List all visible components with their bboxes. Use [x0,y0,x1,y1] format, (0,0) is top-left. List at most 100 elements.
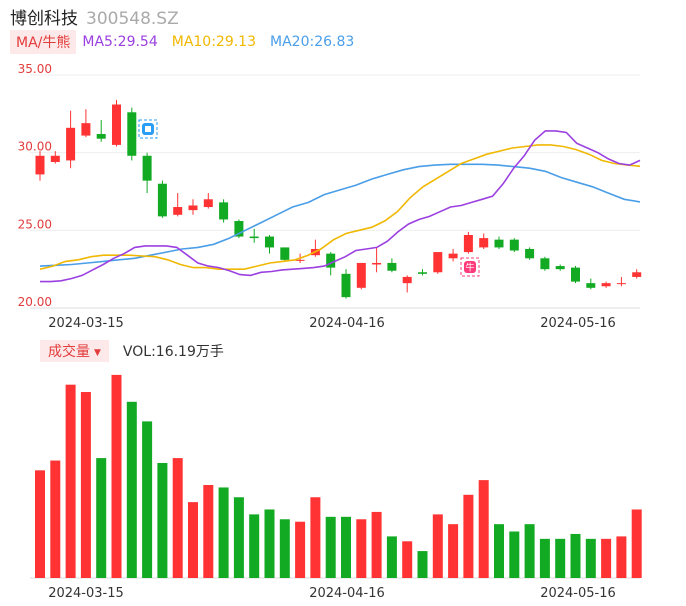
volume-tag-label: 成交量 [48,344,90,360]
ma-indicator-tag[interactable]: MA/牛熊 [10,30,77,54]
candle-up [372,262,382,265]
candle-up [203,199,213,208]
candle-up [601,283,611,287]
candle-down [525,248,535,259]
volume-x-tick-label: 2024-05-16 [540,586,616,601]
candle-down [341,273,351,298]
candle-up [295,259,305,261]
y-tick-label: 25.00 [18,217,52,231]
volume-bar-down [96,458,107,578]
volume-bar-up [356,519,367,578]
candle-up [81,123,91,136]
x-tick-label: 2024-05-16 [540,316,616,331]
volume-bar-up [478,480,489,578]
volume-bar-up [371,511,382,578]
bull-icon-body [464,261,476,273]
ma-legend: MA/牛熊 MA5:29.54 MA10:29.13 MA20:26.83 [10,30,368,54]
volume-bar-up [111,374,122,578]
bear-icon-glyph [145,126,151,132]
candle-up [448,253,458,259]
candle-up [188,205,198,211]
candle-down [142,155,152,181]
volume-bar-up [80,392,91,578]
volume-value: VOL:16.19万手 [122,344,224,360]
bull-icon-frame [460,257,480,277]
ma5-legend: MA5:29.54 [82,34,158,50]
candle-down [540,258,550,270]
volume-bar-up [295,521,306,578]
candle-down [265,236,274,248]
bear-icon-frame [138,119,158,139]
candle-up [433,252,443,273]
candle-up [50,155,60,162]
candle-down [418,272,427,274]
volume-bar-up [631,509,642,578]
x-tick-label: 2024-03-15 [48,316,124,331]
volume-x-tick-label: 2024-03-15 [48,586,124,601]
candle-down [249,236,259,239]
x-tick-label: 2024-04-16 [309,316,385,331]
y-tick-label: 30.00 [18,140,52,154]
candle-down [280,247,290,260]
bull-icon-text: 牛 [465,262,474,274]
candle-up [479,238,489,248]
volume-x-tick-label: 2024-04-16 [309,586,385,601]
candle-up [463,234,473,253]
ma5-line [40,130,641,283]
stock-code: 300548.SZ [86,9,179,29]
volume-bar-down [264,509,275,578]
volume-bar-down [494,524,504,578]
volume-bar-down [539,538,550,578]
volume-bar-down [555,538,566,578]
volume-bar-down [325,516,336,578]
volume-bar-up [310,497,321,578]
volume-bar-down [386,536,397,578]
volume-bar-down [249,514,260,578]
candle-down [127,112,137,156]
volume-bar-up [35,470,45,578]
volume-bar-up [601,538,612,578]
volume-indicator-tag[interactable]: 成交量 ▼ [40,340,109,362]
volume-bar-up [616,536,627,578]
ma10-line [39,144,641,271]
volume-bar-up [172,458,183,578]
caret-down-icon: ▼ [94,348,101,358]
volume-bar-down [417,551,428,578]
volume-bar-down [233,497,244,578]
candle-up [632,272,642,277]
candle-up [616,283,626,285]
candle-up [402,276,412,284]
candle-up [112,104,121,145]
volume-bar-up [203,485,214,578]
candle-down [387,262,397,271]
candle-down [586,283,596,288]
volume-bar-up [50,460,61,578]
candle-down [494,239,504,248]
y-tick-label: 20.00 [18,295,52,309]
volume-bar-down [279,519,290,578]
volume-bar-down [157,462,168,578]
candle-down [234,221,244,237]
candle-down [326,253,336,268]
volume-bar-down [509,531,520,578]
volume-bar-up [65,384,76,578]
candle-down [157,183,167,217]
volume-bar-up [432,514,443,578]
volume-bar-down [341,516,351,578]
bull-icon[interactable]: 牛 [460,257,480,277]
ma10-legend: MA10:29.13 [171,34,257,50]
candle-up [35,155,45,175]
candle-up [66,127,76,161]
bear-icon[interactable] [138,119,158,139]
candle-down [219,202,229,220]
candle-down [96,134,106,139]
volume-bar-down [218,487,229,578]
volume-bar-down [126,401,137,578]
volume-bar-down [142,421,153,578]
volume-bar-down [585,538,596,578]
volume-bar-down [570,533,581,578]
volume-bar-up [463,494,474,578]
ma20-line [39,163,641,267]
candle-up [173,207,183,215]
